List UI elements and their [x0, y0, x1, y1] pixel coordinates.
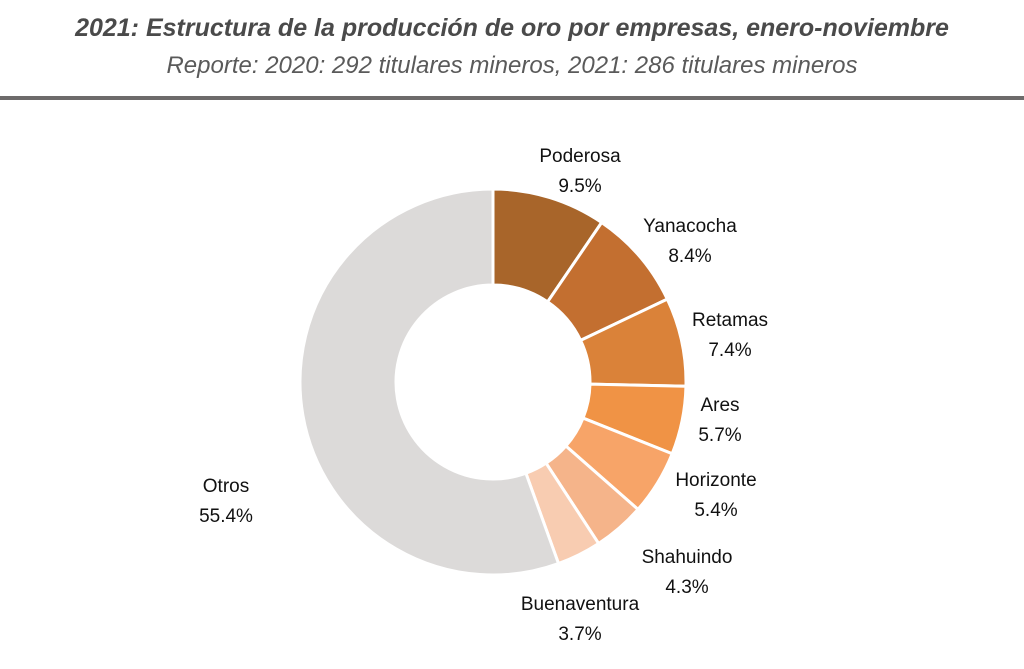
- chart-header: 2021: Estructura de la producción de oro…: [0, 0, 1024, 100]
- slice-value-label: 5.7%: [698, 425, 741, 446]
- slice-otros: [298, 187, 561, 577]
- slice-name-label: Horizonte: [675, 470, 756, 491]
- slice-value-label: 3.7%: [558, 624, 601, 645]
- slice-value-label: 8.4%: [668, 246, 711, 267]
- slice-name-label: Yanacocha: [643, 216, 737, 237]
- slice-value-label: 55.4%: [199, 506, 253, 527]
- slice-value-label: 5.4%: [694, 500, 737, 521]
- slice-value-label: 4.3%: [665, 577, 708, 598]
- slice-name-label: Shahuindo: [642, 547, 733, 568]
- slice-name-label: Otros: [203, 476, 249, 497]
- slice-name-label: Retamas: [692, 310, 768, 331]
- slice-value-label: 7.4%: [708, 340, 751, 361]
- header-divider: [0, 96, 1024, 100]
- slice-value-label: 9.5%: [558, 176, 601, 197]
- donut-chart: Poderosa 9.5% Yanacocha 8.4% Retamas 7.4% Ares…: [199, 146, 768, 645]
- chart-title: 2021: Estructura de la producción de oro…: [75, 14, 949, 42]
- slice-name-label: Ares: [700, 395, 739, 416]
- chart-subtitle: Reporte: 2020: 292 titulares mineros, 20…: [166, 52, 858, 79]
- slice-name-label: Poderosa: [539, 146, 621, 167]
- slice-name-label: Buenaventura: [521, 594, 640, 615]
